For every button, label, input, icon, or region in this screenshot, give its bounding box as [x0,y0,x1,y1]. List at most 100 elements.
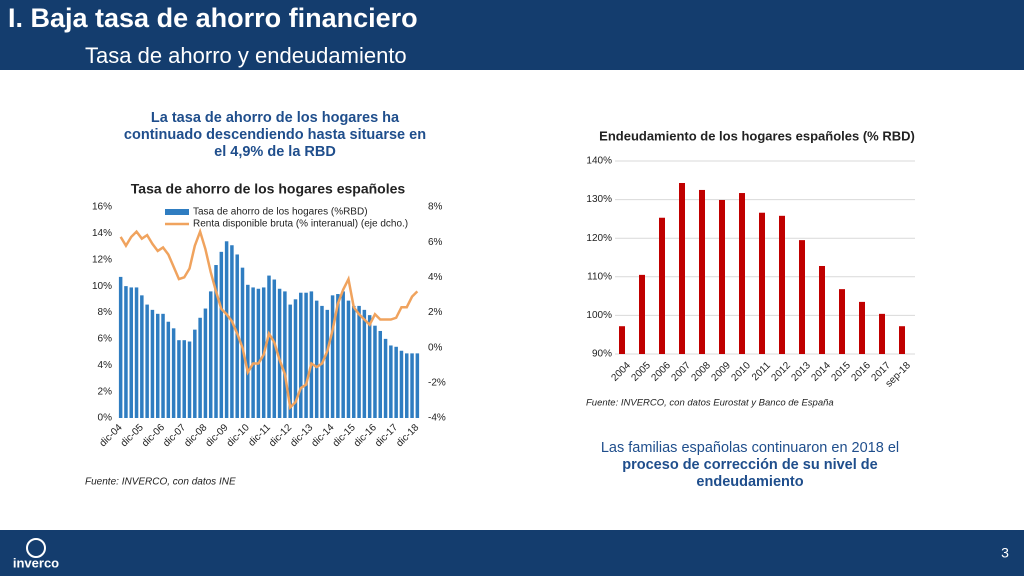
logo: inverco [13,555,59,570]
y-tick-label: 100% [586,310,612,321]
bar [341,291,345,418]
x-tick-label: 2015 [829,360,853,384]
y-tick-label: 130% [586,194,612,205]
bar [118,276,123,418]
bar [145,304,149,418]
x-tick-label: dic-16 [352,422,379,449]
bar [150,309,155,418]
bar [182,340,186,418]
x-tick-label: 2010 [729,360,753,384]
bar [246,284,250,418]
bar [759,212,765,354]
x-tick-label: dic-12 [267,422,294,449]
bar [171,328,176,418]
y-tick-label: 16% [92,202,112,213]
bar [198,317,202,418]
x-tick-label: 2014 [809,360,833,384]
bar [277,288,282,418]
y-tick-label: 90% [592,349,612,360]
bar [819,265,825,354]
header-band [0,0,1024,70]
legend-label: Tasa de ahorro de los hogares (%RBD) [193,207,368,218]
y-tick-label: 10% [92,281,112,292]
y-tick-label: 4% [428,272,443,283]
header-title: I. Baja tasa de ahorro financiero [8,3,418,33]
chart-title: Endeudamiento de los hogares españoles (… [599,128,915,143]
y-tick-label: 0% [428,342,443,353]
bar [739,193,745,354]
x-tick-label: 2009 [709,360,733,384]
bar [251,287,255,418]
bar [240,267,245,418]
bar [330,295,335,418]
source: Fuente: INVERCO, con datos Eurostat y Ba… [586,398,834,409]
y-tick-label: -2% [428,377,446,388]
bar [177,340,181,418]
x-tick-label: dic-06 [140,422,167,449]
legend-label: Renta disponible bruta (% interanual) (e… [193,219,408,230]
page-number: 3 [1001,545,1009,561]
x-tick-label: 2005 [629,360,653,384]
y-tick-label: 110% [587,271,612,282]
right-note: Las familias españolas continuaron en 20… [600,440,900,491]
y-tick-label: 4% [98,360,113,371]
y-tick-label: 0% [98,413,113,424]
y-tick-label: 14% [92,228,112,239]
x-tick-label: 2007 [669,360,693,384]
bar [799,240,805,354]
bar [299,292,303,418]
bar [362,309,367,418]
x-tick-label: dic-13 [288,422,315,449]
bar [166,321,171,418]
footer-band [0,530,1024,576]
bar [309,291,314,418]
bar [352,305,356,418]
source: Fuente: INVERCO, con datos INE [85,477,236,488]
bar [346,300,351,418]
bar [899,326,905,354]
bar [405,353,409,418]
x-tick-label: 2013 [789,360,813,384]
left-note: La tasa de ahorro de los hogares ha cont… [123,110,427,160]
y-tick-label: 2% [428,307,443,318]
bar [389,345,393,418]
x-tick-label: 2016 [849,360,873,384]
bar [336,294,340,418]
bar [256,288,261,418]
y-tick-label: 12% [92,254,112,265]
x-tick-label: dic-05 [119,422,146,449]
bar [699,189,705,354]
bar [619,326,625,354]
bar [859,301,865,354]
x-tick-label: dic-08 [182,422,209,449]
y-tick-label: 2% [98,386,113,397]
bar [293,299,298,418]
bar [659,217,665,354]
x-tick-label: dic-15 [331,422,358,449]
bar [779,215,785,354]
y-tick-label: 120% [586,233,612,244]
bar [129,287,133,418]
bar [124,286,128,418]
bar [208,291,213,418]
bar [679,183,685,354]
legend-swatch [165,209,189,215]
bar [367,315,372,418]
right-note-emphasis: proceso de corrección de su nivel de end… [622,457,878,490]
logo-icon [26,538,46,558]
bar [214,265,218,418]
bar [187,341,192,418]
bar [155,313,160,418]
bar [373,325,377,418]
bar [399,350,404,418]
bar [140,295,144,418]
bar [325,309,330,418]
y-tick-label: 8% [428,202,443,213]
bar [410,353,414,418]
x-tick-label: 2008 [689,360,713,384]
bar [272,279,277,418]
chart-title: Tasa de ahorro de los hogares españoles [131,181,406,197]
x-tick-label: dic-10 [225,422,252,449]
